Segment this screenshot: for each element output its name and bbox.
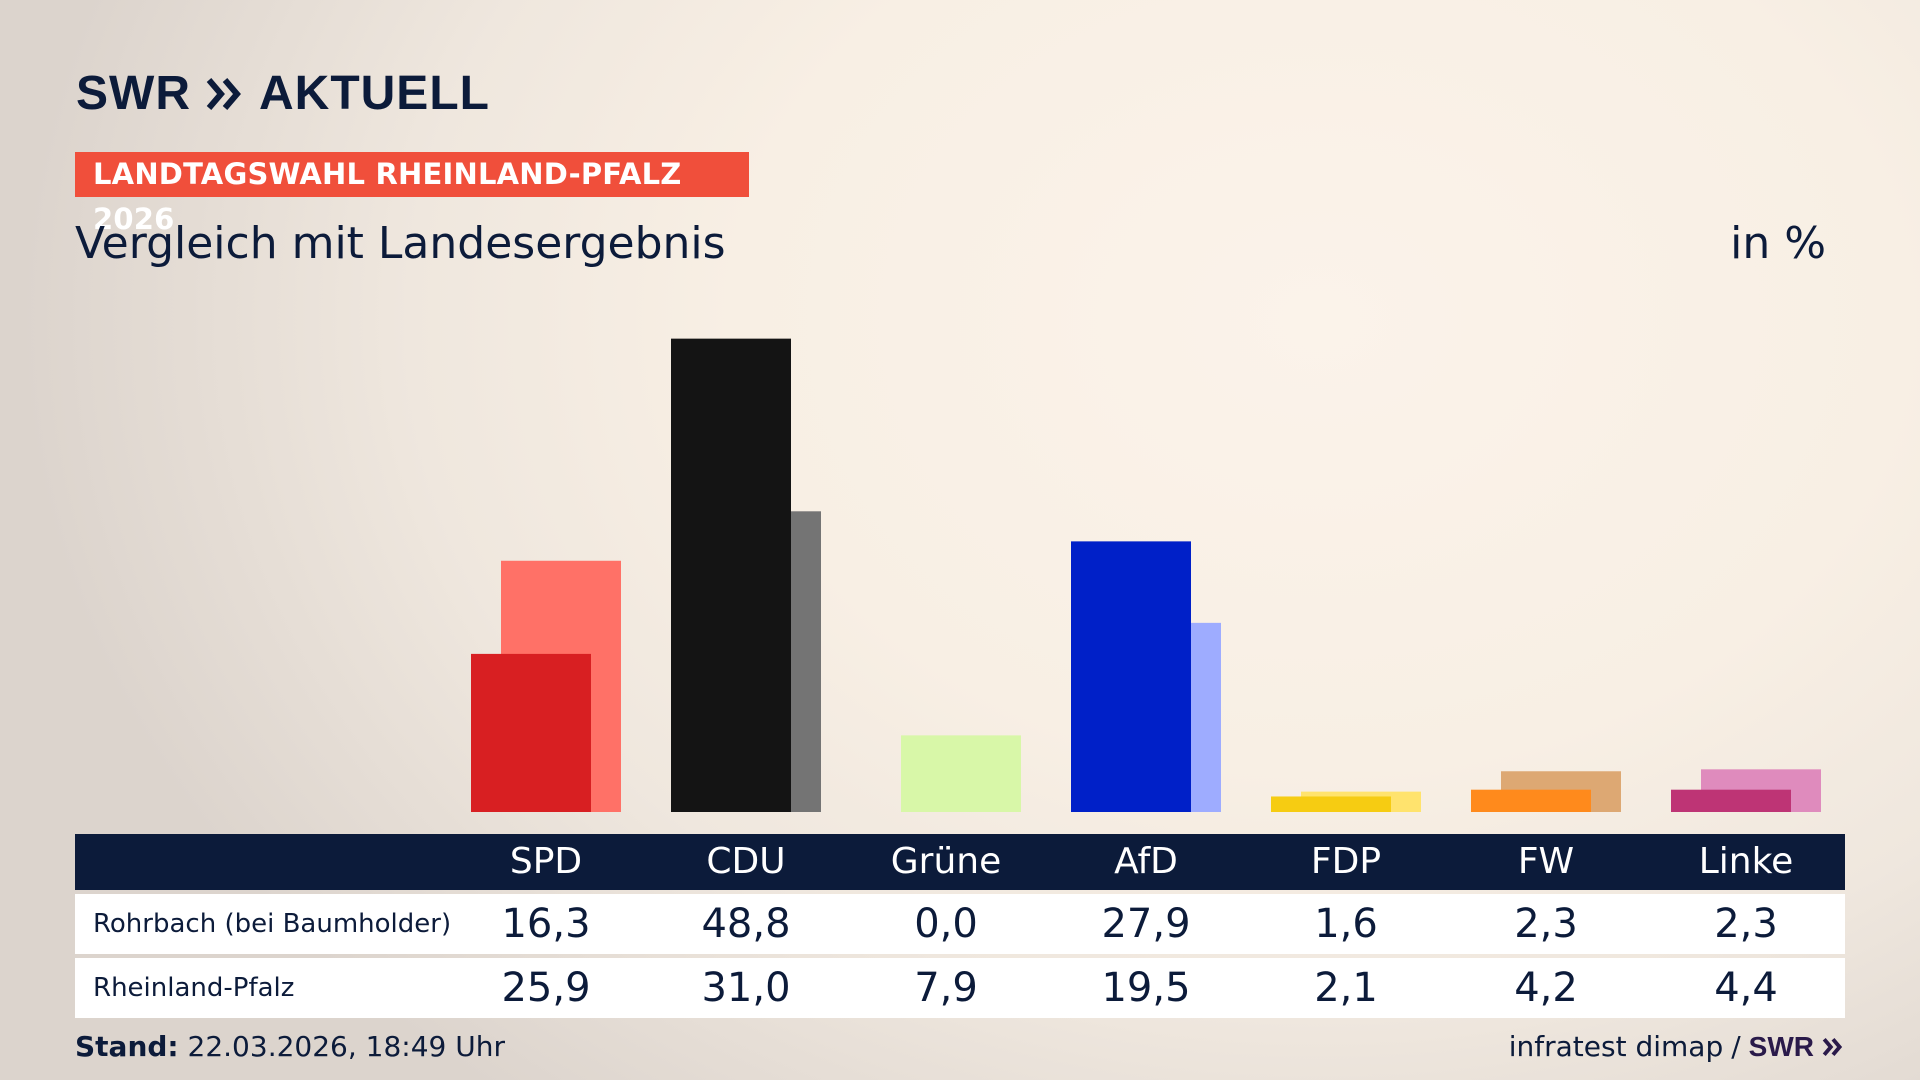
bar-local-cdu xyxy=(671,338,791,812)
bar-local-afd xyxy=(1071,541,1191,812)
table-cell: 48,8 xyxy=(701,901,791,947)
column-header: SPD xyxy=(509,841,583,882)
swr-aktuell-logo: SWR AKTUELL xyxy=(76,66,490,121)
bar-local-spd xyxy=(471,653,591,812)
table-cell: 31,0 xyxy=(701,965,791,1011)
election-badge: LANDTAGSWAHL RHEINLAND-PFALZ 2026 xyxy=(75,152,749,236)
chart-subtitle: Vergleich mit Landesergebnis xyxy=(75,218,726,269)
table-cell: 2,3 xyxy=(1514,901,1578,947)
table-cell: 2,3 xyxy=(1714,901,1778,947)
table-cell: 2,1 xyxy=(1314,965,1378,1011)
column-header: Grüne xyxy=(890,841,1002,882)
table-cell: 1,6 xyxy=(1314,901,1378,947)
results-table: SPD CDU Grüne AfD FDP FW Linke Rohrbach (bei B… xyxy=(75,834,1845,1018)
row-label: Rohrbach (bei Baumholder) xyxy=(93,909,452,939)
column-header: CDU xyxy=(706,841,786,882)
table-cell: 4,4 xyxy=(1714,965,1778,1011)
bar-local-fw xyxy=(1471,789,1591,812)
timestamp: Stand: 22.03.2026, 18:49 Uhr xyxy=(75,1030,505,1063)
logo-swr-text: SWR xyxy=(76,67,191,120)
bar-state-grüne xyxy=(901,735,1021,812)
bar-local-linke xyxy=(1671,789,1791,812)
table-cell: 4,2 xyxy=(1514,965,1578,1011)
bar-local-fdp xyxy=(1271,796,1391,812)
table-row-state: Rheinland-Pfalz 25,9 31,0 7,9 19,5 2,1 4,2 4,4 xyxy=(75,958,1845,1018)
chevron-double-right-icon xyxy=(206,77,241,110)
source-text: infratest dimap xyxy=(1508,1030,1724,1063)
column-header: Linke xyxy=(1698,841,1794,882)
table-cell: 25,9 xyxy=(501,965,591,1011)
column-header: FW xyxy=(1517,841,1575,882)
column-header: AfD xyxy=(1114,841,1178,882)
source-separator: / xyxy=(1731,1030,1741,1063)
unit-label: in % xyxy=(1730,218,1826,269)
bar-chart xyxy=(471,338,1821,812)
table-cell: 0,0 xyxy=(914,901,978,947)
table-header: SPD CDU Grüne AfD FDP FW Linke xyxy=(75,834,1845,890)
stand-label: Stand: xyxy=(75,1030,179,1063)
stand-value: 22.03.2026, 18:49 Uhr xyxy=(187,1030,505,1063)
chevron-double-right-icon xyxy=(1822,1037,1843,1056)
table-cell: 7,9 xyxy=(914,965,978,1011)
table-row-local: Rohrbach (bei Baumholder) 16,3 48,8 0,0 27,… xyxy=(75,894,1845,954)
column-header: FDP xyxy=(1310,841,1382,882)
source-credit: infratest dimap / SWR xyxy=(1509,1030,1844,1063)
table-cell: 19,5 xyxy=(1101,965,1191,1011)
swr-small-logo: SWR xyxy=(1748,1030,1814,1062)
logo-aktuell-text: AKTUELL xyxy=(258,67,490,120)
table-cell: 27,9 xyxy=(1101,901,1191,947)
table-cell: 16,3 xyxy=(501,901,591,947)
row-label: Rheinland-Pfalz xyxy=(93,973,295,1003)
